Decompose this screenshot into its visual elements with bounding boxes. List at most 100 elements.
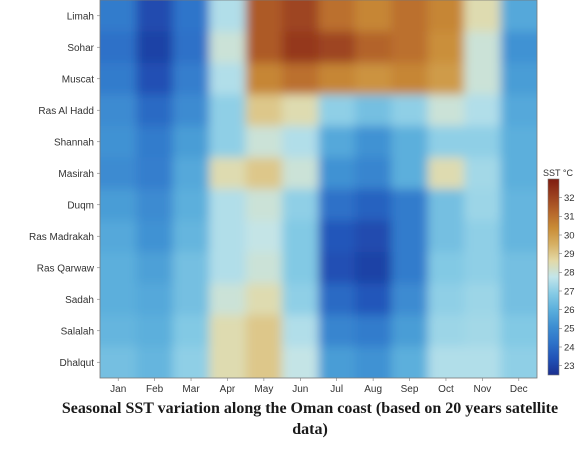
- heatmap-cell: [209, 94, 247, 127]
- heatmap-cell: [245, 189, 284, 222]
- heatmap-cell: [318, 94, 356, 127]
- heatmap-cell: [172, 157, 211, 190]
- heatmap-cell: [318, 63, 356, 96]
- y-tick-label: Dhalqut: [60, 358, 95, 369]
- heatmap-cell: [427, 346, 466, 378]
- heatmap-cell: [100, 0, 138, 33]
- x-tick-label: Feb: [146, 384, 164, 395]
- heatmap-cell: [282, 31, 320, 64]
- heatmap-cell: [100, 283, 138, 316]
- heatmap-cell: [354, 63, 393, 96]
- heatmap-cell: [354, 220, 393, 253]
- heatmap-cell: [245, 283, 284, 316]
- x-axis: Jan Feb Mar Apr May Jun Jul Aug Sep Oct Nov Dec: [110, 378, 528, 395]
- heatmap-cell: [318, 315, 356, 348]
- x-tick-label: Jun: [292, 384, 308, 395]
- heatmap-cell: [172, 346, 211, 378]
- heatmap-cell: [391, 0, 429, 33]
- heatmap-cell: [172, 189, 211, 222]
- y-tick-label: Masirah: [58, 169, 94, 180]
- heatmap-cell: [500, 157, 537, 190]
- heatmap-cell: [282, 63, 320, 96]
- heatmap-cell: [100, 220, 138, 253]
- heatmap-cell: [354, 346, 393, 378]
- heatmap-cell: [318, 252, 356, 285]
- heatmap-cell: [318, 346, 356, 378]
- heatmap-cell: [427, 252, 466, 285]
- y-axis: Limah Sohar Muscat Ras Al Hadd Shannah Masira…: [29, 11, 100, 369]
- heatmap-cell: [172, 63, 211, 96]
- y-tick-label: Limah: [67, 11, 94, 22]
- heatmap-cell: [100, 63, 138, 96]
- colorbar: SST °C 23 24 25 26 27 28 29 30 31 32: [543, 168, 575, 376]
- heatmap-cell: [464, 63, 502, 96]
- colorbar-ticks: 23 24 25 26 27 28 29 30 31 32: [559, 193, 575, 372]
- heatmap-cell: [100, 94, 138, 127]
- heatmap-cell: [391, 252, 429, 285]
- heatmap-cell: [136, 126, 174, 159]
- x-tick-label: Jul: [330, 384, 343, 395]
- x-tick-label: Oct: [438, 384, 454, 395]
- heatmap-cell: [354, 94, 393, 127]
- heatmap-cell: [209, 63, 247, 96]
- heatmap-cell: [464, 31, 502, 64]
- heatmap-cell: [282, 252, 320, 285]
- y-tick-label: Sadah: [65, 295, 94, 306]
- colorbar-tick-label: 29: [564, 249, 575, 260]
- colorbar-tick-label: 27: [564, 286, 575, 297]
- heatmap-cell: [464, 126, 502, 159]
- heatmap-cell: [282, 189, 320, 222]
- heatmap-cell: [209, 189, 247, 222]
- heatmap-cell: [136, 63, 174, 96]
- heatmap-cell: [464, 189, 502, 222]
- heatmap-cell: [464, 0, 502, 33]
- heatmap-cell: [500, 220, 537, 253]
- heatmap-cell: [209, 315, 247, 348]
- heatmap-cell: [354, 315, 393, 348]
- heatmap-cell: [464, 94, 502, 127]
- heatmap-cell: [282, 94, 320, 127]
- heatmap-cell: [209, 252, 247, 285]
- heatmap-cell: [136, 315, 174, 348]
- colorbar-tick-label: 25: [564, 324, 575, 335]
- heatmap-cell: [209, 346, 247, 378]
- x-tick-label: Sep: [401, 384, 419, 395]
- heatmap-cell: [500, 31, 537, 64]
- heatmap-cell: [464, 315, 502, 348]
- x-tick-label: Nov: [473, 384, 491, 395]
- y-tick-label: Duqm: [67, 200, 94, 211]
- heatmap-cell: [209, 31, 247, 64]
- heatmap-cell: [172, 126, 211, 159]
- heatmap-cell: [100, 31, 138, 64]
- y-tick-label: Ras Madrakah: [29, 232, 94, 243]
- colorbar-tick-label: 30: [564, 230, 575, 241]
- colorbar-tick-label: 23: [564, 361, 575, 372]
- heatmap-cell: [500, 283, 537, 316]
- heatmap-cell: [500, 0, 537, 33]
- heatmap-cell: [500, 63, 537, 96]
- heatmap-cell: [136, 346, 174, 378]
- heatmap-cell: [464, 157, 502, 190]
- heatmap-cell: [464, 283, 502, 316]
- heatmap-cell: [318, 220, 356, 253]
- colorbar-tick-label: 28: [564, 268, 575, 279]
- heatmap-cell: [427, 0, 466, 33]
- heatmap-cell: [209, 283, 247, 316]
- y-tick-label: Salalah: [61, 326, 94, 337]
- heatmap-cell: [318, 189, 356, 222]
- heatmap-cell: [245, 220, 284, 253]
- heatmap-cell: [172, 315, 211, 348]
- heatmap-cell: [427, 63, 466, 96]
- x-tick-label: Dec: [510, 384, 528, 395]
- heatmap-cell: [282, 220, 320, 253]
- heatmap-cell: [245, 94, 284, 127]
- heatmap-cell: [391, 157, 429, 190]
- heatmap-cell: [500, 346, 537, 378]
- heatmap-cell: [354, 157, 393, 190]
- heatmap-cell: [354, 31, 393, 64]
- heatmap-cell: [391, 94, 429, 127]
- heatmap-cell: [354, 126, 393, 159]
- x-tick-label: Mar: [182, 384, 200, 395]
- heatmap-cell: [172, 94, 211, 127]
- heatmap-cell: [136, 31, 174, 64]
